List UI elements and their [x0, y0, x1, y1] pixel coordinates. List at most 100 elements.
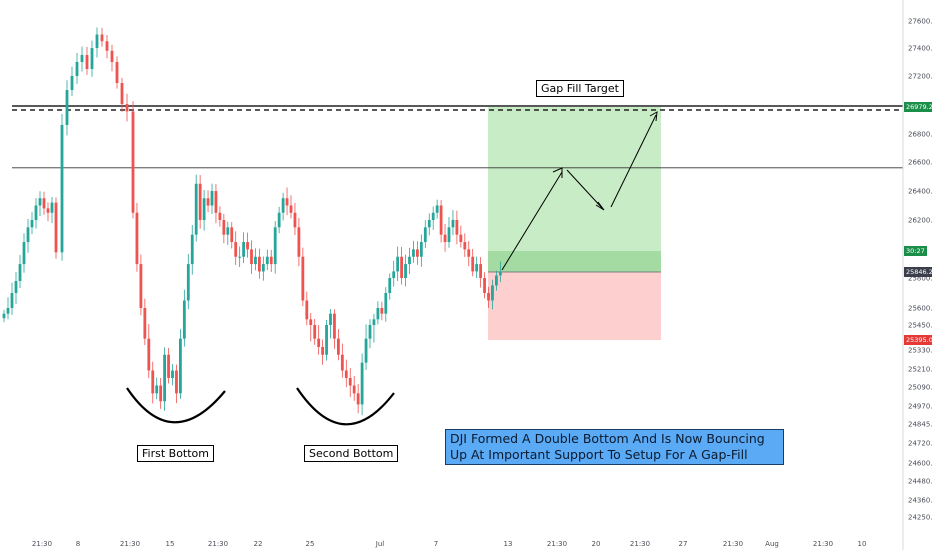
candle-body	[285, 198, 289, 206]
y-tick-label: 24600.0	[908, 460, 932, 468]
candle-body	[487, 293, 490, 301]
x-tick-label: 21:30	[32, 540, 52, 548]
candle-body	[344, 370, 348, 378]
analysis-note: DJI Formed A Double Bottom And Is Now Bo…	[445, 429, 784, 465]
arrowhead-2	[595, 201, 605, 211]
candle-body	[313, 325, 317, 339]
x-axis[interactable]: 21:30 8 21:30 15 21:30 22 25 Jul 7 13 21:30 20 21:30…	[32, 540, 867, 548]
y-tick-label: 25800.0	[908, 275, 932, 283]
x-tick-label: 21:30	[813, 540, 833, 548]
y-tick-label: 27600.0	[908, 18, 932, 26]
candle-body	[293, 212, 297, 228]
candle-body	[317, 338, 321, 347]
candle-body	[163, 354, 166, 402]
candle-body	[459, 234, 463, 243]
candle-body	[416, 249, 419, 257]
candle-body	[455, 220, 459, 235]
level-layer	[12, 105, 903, 169]
x-tick-label: Jul	[375, 540, 385, 548]
candle-body	[297, 227, 301, 257]
projection-arrow-3	[610, 114, 657, 208]
candle-body	[412, 249, 415, 257]
x-tick-label: 21:30	[208, 540, 228, 548]
candle-body	[356, 393, 360, 405]
candle-body	[396, 256, 400, 272]
y-tick-label: 24250.0	[908, 514, 932, 522]
candle-body	[75, 62, 79, 76]
candle-body	[175, 370, 178, 394]
candle-body	[120, 83, 124, 105]
candle-body	[214, 191, 218, 213]
zone-layer	[488, 107, 661, 340]
candle-body	[198, 183, 202, 220]
candle-body	[10, 293, 14, 308]
candle-body	[230, 227, 234, 243]
candle-body	[309, 319, 313, 325]
y-tick-label: 24720.0	[908, 440, 932, 448]
candle-body	[155, 385, 159, 394]
candle-body	[273, 227, 277, 265]
candle-body	[388, 278, 392, 293]
candle-body	[423, 227, 427, 243]
candle-body	[18, 264, 22, 281]
candle-body	[30, 220, 34, 228]
x-tick-label: 25	[306, 540, 315, 548]
candle-body	[301, 256, 305, 301]
candle-body	[226, 227, 230, 235]
candle-body	[38, 198, 42, 206]
candle-body	[372, 319, 376, 325]
candle-body	[419, 242, 423, 257]
candle-body	[261, 264, 265, 272]
y-tick-label: 26200.0	[908, 217, 932, 225]
candle-body	[2, 313, 6, 319]
price-tag-current: 25846.2	[904, 267, 932, 277]
candle-body	[305, 300, 309, 320]
candle-body	[400, 256, 403, 278]
candle-body	[194, 183, 198, 235]
candle-body	[348, 378, 352, 386]
second-bottom-label: Second Bottom	[304, 445, 399, 462]
candle-body	[143, 308, 147, 339]
candle-body	[234, 242, 238, 257]
candle-body	[277, 212, 281, 228]
y-axis[interactable]: 27600.0 27400.0 27200.0 26800.0 26600.0 26400…	[902, 0, 932, 550]
candle-body	[404, 264, 407, 278]
y-tick-label: 24480.0	[908, 478, 932, 486]
candle-body	[70, 76, 74, 91]
candle-body	[360, 362, 364, 405]
y-tick-label: 27400.0	[908, 45, 932, 53]
x-tick-label: 8	[76, 540, 80, 548]
candle-body	[269, 256, 273, 265]
candle-body	[115, 62, 119, 84]
candle-body	[321, 346, 324, 355]
candle-body	[100, 34, 104, 42]
price-tag-target-small: 30:27	[904, 246, 927, 256]
candle-body	[202, 198, 206, 220]
first-bottom-label: First Bottom	[137, 445, 214, 462]
y-tick-label: 24970.0	[908, 403, 932, 411]
candle-body	[80, 55, 84, 62]
candle-body	[171, 370, 174, 378]
price-tag-stop: 25395.0	[904, 335, 932, 345]
candle-body	[186, 264, 190, 301]
candle-body	[439, 205, 443, 235]
candle-body	[110, 50, 114, 62]
x-tick-label: 20	[592, 540, 601, 548]
candle-body	[167, 354, 170, 378]
candle-body	[159, 385, 163, 402]
candle-body	[254, 256, 257, 265]
candle-body	[443, 234, 447, 243]
candle-body	[491, 285, 494, 301]
candle-body	[50, 202, 54, 213]
y-tick-label: 25090.0	[908, 384, 932, 392]
candle-body	[151, 370, 155, 394]
candle-body	[210, 191, 214, 206]
candle-body	[447, 227, 451, 243]
candle-body	[333, 313, 336, 339]
candle-body	[42, 198, 46, 209]
candle-body	[479, 264, 482, 278]
candle-body	[352, 385, 356, 394]
drawing-layer	[126, 111, 658, 426]
